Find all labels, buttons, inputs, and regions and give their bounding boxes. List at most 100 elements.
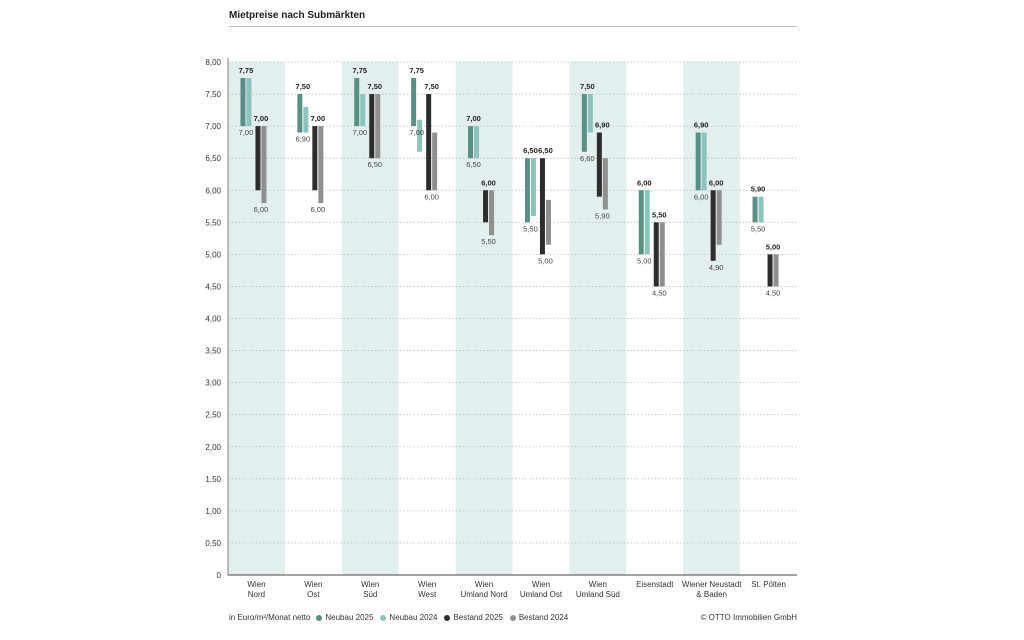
legend-item-bestand-2024: Bestand 2024 [509,613,569,622]
data-label: 6,00 [694,192,709,201]
data-label: 5,50 [481,237,496,246]
data-label: 6,00 [481,178,496,187]
data-label: 7,00 [466,114,481,123]
data-label: 4,50 [766,288,781,297]
range-bar [581,94,587,152]
data-label: 6,90 [296,135,311,144]
data-label: 7,50 [580,82,595,91]
data-label: 5,90 [595,211,610,220]
data-label: 6,00 [637,178,652,187]
legend-label-bestand-2025: Bestand 2025 [453,613,503,622]
range-bar [468,126,474,159]
range-bar [483,190,489,223]
y-tick-label: 7,50 [205,90,221,99]
data-label: 5,00 [538,256,553,265]
legend-label-neubau-2024: Neubau 2024 [389,613,438,622]
data-label: 6,00 [254,205,269,214]
x-tick-label: Wien [589,580,607,589]
y-tick-label: 5,00 [205,250,221,259]
y-tick-label: 5,50 [205,218,221,227]
x-tick-label: & Baden [696,590,727,599]
range-bar [539,158,545,255]
data-label: 7,75 [409,66,424,75]
range-bar [596,132,602,197]
legend-swatch-bestand-2025 [444,614,451,621]
data-label: 5,00 [766,242,781,251]
x-tick-label: Wien [247,580,265,589]
legend-label-neubau-2025: Neubau 2025 [325,613,374,622]
range-bar [602,158,608,210]
data-label: 6,00 [424,192,439,201]
y-tick-label: 0 [217,571,222,580]
data-label: 5,50 [523,224,538,233]
range-bar [318,126,324,204]
data-label: 7,00 [409,128,424,137]
y-tick-label: 6,00 [205,186,221,195]
legend-item-neubau-2024: Neubau 2024 [380,613,437,622]
title-rule [229,26,797,27]
data-label: 7,50 [424,82,439,91]
legend-label-bestand-2024: Bestand 2024 [518,613,569,622]
unit-label: in Euro/m²/Monat netto [229,613,311,622]
data-label: 5,00 [637,256,652,265]
y-tick-label: 1,50 [205,475,221,484]
x-tick-label: Wien [304,580,322,589]
range-bar [659,222,665,287]
data-label: 6,50 [538,146,553,155]
data-label: 6,60 [580,154,595,163]
data-label: 5,50 [751,224,766,233]
range-bar-chart: 0 0,50 1,00 1,50 2,00 2,50 3,00 3,50 4,00 4,50 5,0… [205,58,797,599]
data-label: 6,50 [466,160,481,169]
data-label: 7,75 [352,66,367,75]
x-tick-label: Wien [475,580,493,589]
data-label: 4,90 [709,263,724,272]
data-label: 7,00 [311,114,326,123]
y-tick-label: 8,00 [205,58,221,67]
range-bar [417,119,423,152]
x-tick-label: Wien [361,580,379,589]
legend-swatch-bestand-2024 [509,614,516,621]
range-bar [312,126,318,191]
range-bar [369,94,375,159]
range-bar [303,106,309,133]
range-bar [710,190,716,261]
x-tick-label: Wien [532,580,550,589]
range-bar [644,190,650,255]
data-label: 6,50 [367,160,382,169]
range-bar [432,132,438,191]
y-tick-label: 3,50 [205,347,221,356]
data-label: 6,90 [694,121,709,130]
y-tick-label: 4,00 [205,315,221,324]
range-bar [354,78,360,127]
range-bar [773,254,779,287]
range-bar [701,132,707,191]
x-tick-label: Umland Nord [460,590,507,599]
y-tick-label: 0,50 [205,539,221,548]
range-bar [716,190,722,245]
data-label: 7,00 [352,128,367,137]
legend-item-bestand-2025: Bestand 2025 [444,613,503,622]
x-tick-label: Wien [418,580,436,589]
range-bar [489,190,495,236]
range-bar [297,94,303,133]
range-bar [653,222,659,287]
range-bar [758,196,764,223]
data-label: 7,75 [239,66,254,75]
y-tick-label: 3,00 [205,379,221,388]
data-label: 7,00 [254,114,269,123]
chart-footer: in Euro/m²/Monat netto Neubau 2025 Neuba… [229,613,797,622]
data-label: 6,50 [523,146,538,155]
x-tick-label: Umland Ost [520,590,563,599]
y-tick-label: 6,50 [205,154,221,163]
range-bar [474,126,480,159]
legend-item-neubau-2025: Neubau 2025 [316,613,373,622]
range-bar [261,126,267,204]
range-bar [767,254,773,287]
y-tick-label: 7,00 [205,122,221,131]
data-label: 4,50 [652,288,667,297]
range-bar [695,132,701,191]
data-label: 5,50 [652,210,667,219]
x-tick-label: Ost [307,590,320,599]
range-bar [587,94,593,133]
range-bar [524,158,530,223]
